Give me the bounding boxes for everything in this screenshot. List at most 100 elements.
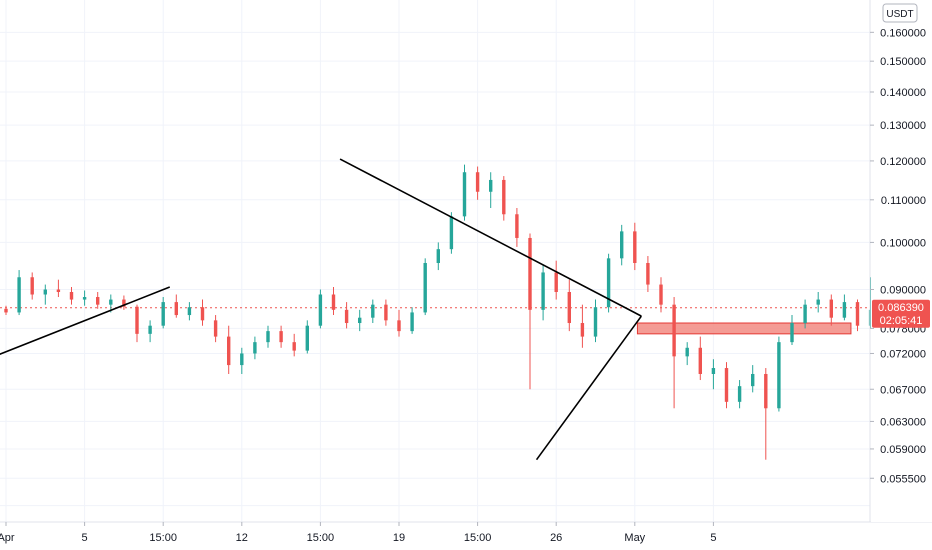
candle-body bbox=[764, 373, 768, 409]
candle bbox=[646, 256, 650, 292]
candle bbox=[30, 272, 34, 300]
y-axis[interactable]: 0.160000 0.150000 0.140000 0.130000 0.120000… bbox=[870, 27, 926, 485]
x-tick-label: Apr bbox=[0, 532, 15, 544]
candle bbox=[4, 305, 8, 316]
currency-unit-box[interactable]: USDT bbox=[882, 3, 918, 23]
y-tick-label: 0.120000 bbox=[880, 156, 926, 168]
candle bbox=[43, 284, 47, 305]
candle bbox=[279, 325, 283, 348]
candle bbox=[384, 299, 388, 326]
candle-body bbox=[449, 216, 454, 250]
candle-body bbox=[344, 309, 349, 324]
candle-body bbox=[436, 249, 440, 263]
candle-body bbox=[724, 368, 729, 402]
candle-body bbox=[4, 308, 8, 313]
candle-body bbox=[305, 325, 309, 351]
candle-body bbox=[200, 307, 205, 321]
trendline[interactable] bbox=[0, 286, 171, 362]
candle-body bbox=[82, 297, 87, 300]
trendlines[interactable] bbox=[0, 158, 642, 461]
trendline[interactable] bbox=[535, 315, 642, 461]
candle-body bbox=[56, 289, 61, 292]
candle bbox=[253, 336, 257, 360]
candle bbox=[344, 302, 349, 329]
candle-body bbox=[69, 291, 74, 300]
candle bbox=[790, 315, 794, 345]
x-tick-label: 12 bbox=[236, 532, 248, 544]
candle-body bbox=[816, 299, 820, 305]
candle bbox=[724, 362, 729, 409]
x-tick-label: 26 bbox=[550, 532, 562, 544]
candle-body bbox=[292, 342, 296, 351]
candle bbox=[777, 336, 781, 412]
gridlines bbox=[0, 0, 870, 522]
y-tick-label: 0.130000 bbox=[880, 120, 926, 132]
y-axis-background bbox=[871, 0, 932, 522]
candle-body bbox=[174, 302, 178, 316]
candle bbox=[436, 242, 440, 271]
candle bbox=[659, 277, 663, 313]
candle bbox=[331, 287, 336, 316]
x-axis[interactable]: Apr 5 15:00 12 15:00 19 15:00 26 May 5 bbox=[0, 522, 716, 544]
candle-body bbox=[646, 262, 650, 285]
candle bbox=[69, 287, 74, 305]
countdown-timer: 02:05:41 bbox=[880, 315, 923, 327]
candle bbox=[358, 309, 362, 332]
x-tick-label: 15:00 bbox=[149, 532, 177, 544]
candle bbox=[305, 320, 309, 354]
candles bbox=[4, 164, 899, 460]
candle bbox=[462, 164, 467, 221]
candle-body bbox=[803, 304, 807, 324]
candle-body bbox=[541, 272, 545, 310]
candle bbox=[711, 359, 716, 390]
candle-body bbox=[737, 386, 742, 402]
candle bbox=[240, 347, 244, 374]
candle-body bbox=[135, 306, 139, 334]
candle bbox=[161, 297, 165, 329]
candle-body bbox=[410, 312, 414, 332]
candle bbox=[397, 309, 401, 337]
candle-body bbox=[17, 277, 21, 313]
candle bbox=[554, 260, 558, 300]
candle-body bbox=[855, 302, 860, 326]
candle bbox=[200, 299, 205, 326]
candle bbox=[685, 342, 689, 366]
candle bbox=[475, 166, 480, 200]
candle-body bbox=[515, 214, 519, 238]
candle-body bbox=[384, 304, 388, 321]
x-tick-label: 15:00 bbox=[464, 532, 492, 544]
y-tick-label: 0.100000 bbox=[880, 237, 926, 249]
candle-body bbox=[554, 272, 558, 292]
candle-body bbox=[567, 291, 571, 324]
candle bbox=[148, 320, 152, 343]
y-tick-label: 0.090000 bbox=[880, 285, 926, 297]
candle-body bbox=[358, 317, 362, 324]
candle-body bbox=[672, 304, 676, 357]
x-tick-label: 5 bbox=[710, 532, 716, 544]
x-tick-label: 19 bbox=[393, 532, 405, 544]
candle-body bbox=[580, 323, 585, 337]
candle bbox=[816, 291, 820, 313]
candle bbox=[580, 304, 585, 348]
candle-body bbox=[331, 294, 336, 310]
currency-label: USDT bbox=[886, 9, 913, 20]
candle bbox=[174, 294, 178, 318]
candle-body bbox=[397, 320, 401, 332]
candle bbox=[109, 294, 113, 313]
support-zone[interactable] bbox=[636, 322, 852, 335]
y-tick-label: 0.063000 bbox=[880, 416, 926, 428]
trendline[interactable] bbox=[339, 158, 642, 317]
candle-body bbox=[829, 299, 833, 318]
y-tick-label: 0.110000 bbox=[881, 195, 926, 207]
candle-body bbox=[620, 231, 624, 259]
y-tick-label: 0.059000 bbox=[880, 444, 926, 456]
candle-body bbox=[253, 342, 257, 354]
candle-body bbox=[711, 368, 716, 374]
candle-body bbox=[122, 299, 126, 307]
candle-body bbox=[842, 302, 847, 318]
y-tick-label: 0.055500 bbox=[880, 473, 926, 485]
candle-body bbox=[148, 325, 152, 334]
candle bbox=[410, 307, 414, 334]
candle bbox=[135, 304, 139, 343]
